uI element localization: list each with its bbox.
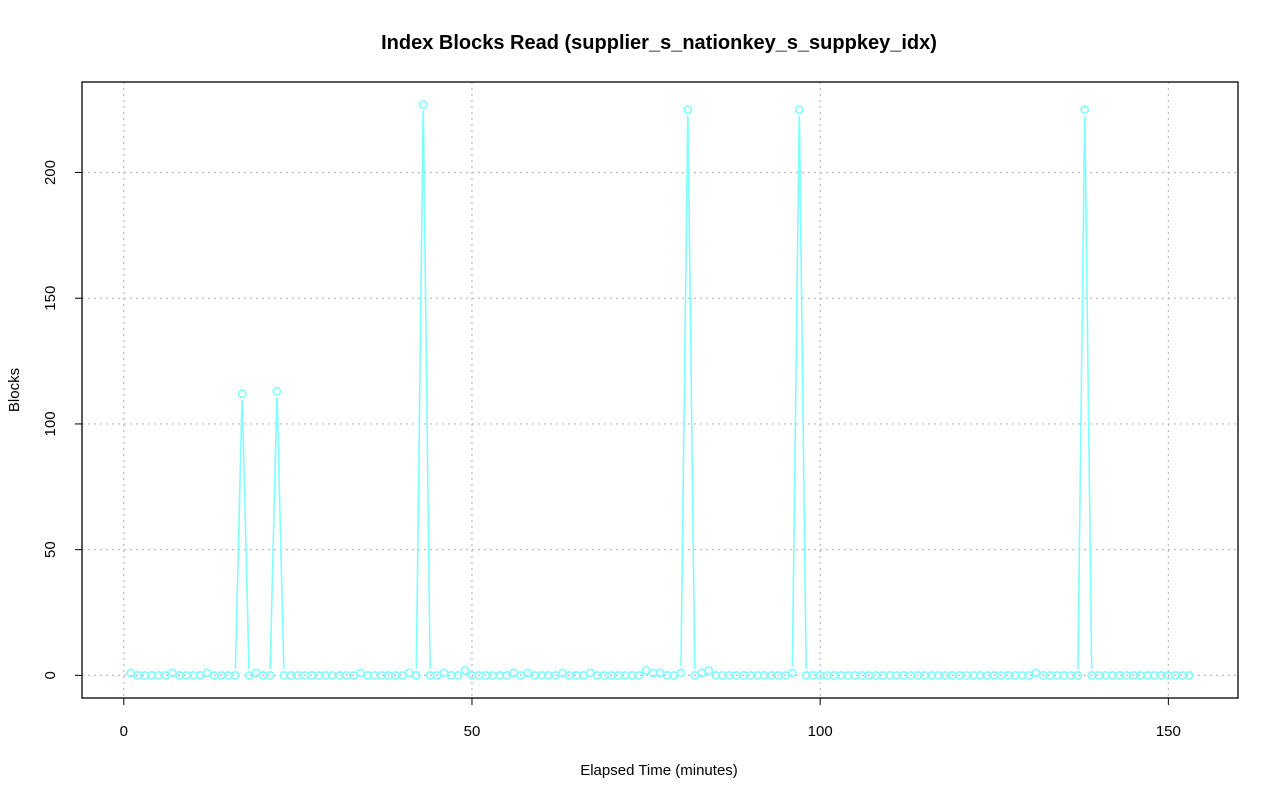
axes: 0 50 100 150 0 50 100 150 200 bbox=[42, 160, 1181, 740]
data-point bbox=[704, 665, 714, 675]
y-tick-label: 100 bbox=[42, 411, 59, 436]
series-segment bbox=[415, 111, 424, 669]
data-point bbox=[683, 105, 693, 115]
data-point bbox=[404, 668, 414, 678]
data-point bbox=[335, 670, 345, 680]
data-point bbox=[272, 386, 282, 396]
data-point bbox=[829, 670, 839, 680]
data-point bbox=[509, 668, 519, 678]
x-tick-label: 150 bbox=[1156, 723, 1181, 740]
data-point bbox=[641, 665, 651, 675]
data-point bbox=[1136, 670, 1145, 680]
data-point bbox=[676, 668, 686, 678]
data-point bbox=[237, 389, 247, 399]
chart-title: Index Blocks Read (supplier_s_nationkey_… bbox=[381, 32, 937, 54]
data-point bbox=[1115, 670, 1125, 680]
x-tick-label: 100 bbox=[808, 723, 833, 740]
grid-lines bbox=[82, 82, 1238, 698]
data-point bbox=[962, 670, 971, 680]
y-tick-label: 200 bbox=[42, 160, 59, 185]
data-point bbox=[265, 670, 275, 680]
series-segment bbox=[1077, 116, 1086, 669]
series-segment bbox=[687, 116, 696, 669]
data-point bbox=[1184, 670, 1194, 680]
data-point bbox=[857, 670, 867, 680]
data-point bbox=[572, 670, 581, 680]
data-point bbox=[202, 668, 212, 678]
y-axis-label: Blocks bbox=[6, 368, 23, 412]
data-point bbox=[293, 670, 303, 680]
y-tick-label: 50 bbox=[42, 541, 59, 558]
data-point bbox=[1003, 670, 1013, 680]
data-point bbox=[551, 670, 560, 680]
data-point bbox=[1177, 670, 1187, 680]
y-tick-label: 0 bbox=[42, 671, 59, 679]
data-series bbox=[126, 100, 1194, 680]
data-point bbox=[787, 668, 797, 678]
series-segment bbox=[234, 400, 243, 669]
series-segment bbox=[1084, 116, 1093, 669]
x-tick-label: 0 bbox=[120, 723, 128, 740]
series-segment bbox=[680, 116, 689, 667]
data-point bbox=[411, 670, 421, 680]
series-segment bbox=[791, 116, 800, 667]
y-tick-label: 150 bbox=[42, 286, 59, 311]
data-point bbox=[356, 668, 365, 678]
series-segment bbox=[422, 111, 431, 669]
data-point bbox=[1073, 670, 1083, 680]
x-tick-label: 50 bbox=[464, 723, 481, 740]
data-point bbox=[634, 670, 644, 680]
plot-frame bbox=[81, 81, 1239, 699]
data-point bbox=[182, 670, 191, 680]
data-point bbox=[725, 670, 735, 680]
data-point bbox=[941, 670, 950, 680]
series-segment bbox=[798, 116, 807, 669]
data-point bbox=[453, 670, 463, 680]
series-segment bbox=[276, 397, 285, 669]
data-point bbox=[439, 668, 449, 678]
data-point bbox=[161, 670, 170, 680]
data-point bbox=[397, 670, 407, 680]
data-point bbox=[460, 665, 470, 675]
series-segment bbox=[269, 397, 278, 669]
series-segment bbox=[241, 400, 250, 669]
data-point bbox=[223, 670, 233, 680]
data-point bbox=[794, 105, 804, 115]
data-point bbox=[899, 670, 909, 680]
data-point bbox=[230, 670, 240, 680]
data-point bbox=[418, 100, 428, 110]
x-axis-label: Elapsed Time (minutes) bbox=[580, 762, 738, 779]
data-point bbox=[585, 668, 595, 678]
data-point bbox=[1080, 105, 1090, 115]
data-point bbox=[613, 670, 623, 680]
